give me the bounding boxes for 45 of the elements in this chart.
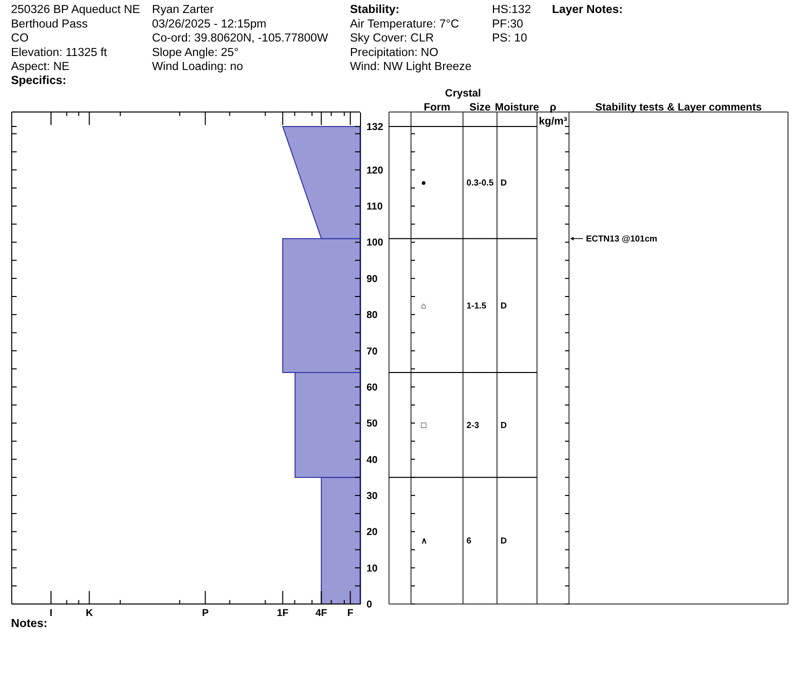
y-tick-label: 90: [366, 274, 378, 285]
category-label: Moisture: [494, 102, 540, 114]
text: D: [500, 536, 507, 546]
text: I: [50, 608, 53, 619]
text: 1-1.5: [466, 300, 486, 311]
text: ⌂: [421, 300, 426, 311]
text: 250326 BP Aqueduct NE Berthoud Pass CO Elevation: 11325 ft Aspect: NE Specifics:: [11, 3, 140, 88]
text: F: [347, 608, 354, 619]
y-tick-label: 10: [366, 563, 378, 574]
text: Stability: Air Temperature: 7°C Sky Cover: CLR Precipitation: NO Wind: NW Light Breeze: [350, 3, 472, 73]
y-tick-label: 100: [366, 238, 384, 249]
text: ECTN13 @101cm: [586, 234, 658, 244]
text: Layer Notes:: [552, 3, 623, 16]
category-label: Size: [469, 102, 491, 114]
y-tick-label: 80: [366, 310, 378, 322]
y-tick-label: 120: [366, 165, 384, 176]
y-tick-label: 0: [366, 600, 372, 610]
category-label: Stability tests & Layer comments: [595, 102, 762, 114]
y-tick-label: 60: [366, 382, 378, 394]
category-label: ρ kg/m³: [538, 102, 568, 128]
text: Notes:: [11, 617, 48, 630]
text: K: [86, 608, 94, 619]
y-tick-label: 30: [366, 490, 378, 502]
text: □: [421, 420, 427, 430]
text: Crystal: [445, 88, 482, 100]
y-tick-label: 20: [366, 527, 378, 538]
text: 4F: [315, 608, 328, 619]
text: ∧: [421, 536, 428, 546]
text: D: [500, 420, 507, 430]
text: Ryan Zarter 03/26/2025 - 12:15pm Co-ord: 39.80620N, -105.77800W Slope Angle: 25° Wind Loading: no: [152, 3, 328, 73]
text: D: [500, 178, 507, 188]
text: HS:132 PF:30 PS: 10: [492, 3, 531, 45]
category-label: Form: [424, 102, 450, 114]
text: D: [500, 300, 507, 311]
y-tick-label: 50: [366, 418, 378, 430]
text: 6: [466, 536, 472, 546]
y-tick-label: 110: [366, 202, 384, 213]
text: 2-3: [466, 420, 480, 430]
y-tick-label: 40: [366, 454, 378, 466]
text: ●: [421, 178, 426, 188]
text: P: [202, 608, 209, 619]
y-tick-label: 70: [366, 346, 378, 358]
text: 1F: [276, 608, 289, 619]
text: 0.3-0.5: [466, 178, 494, 188]
y-tick-label: 132: [366, 122, 384, 133]
